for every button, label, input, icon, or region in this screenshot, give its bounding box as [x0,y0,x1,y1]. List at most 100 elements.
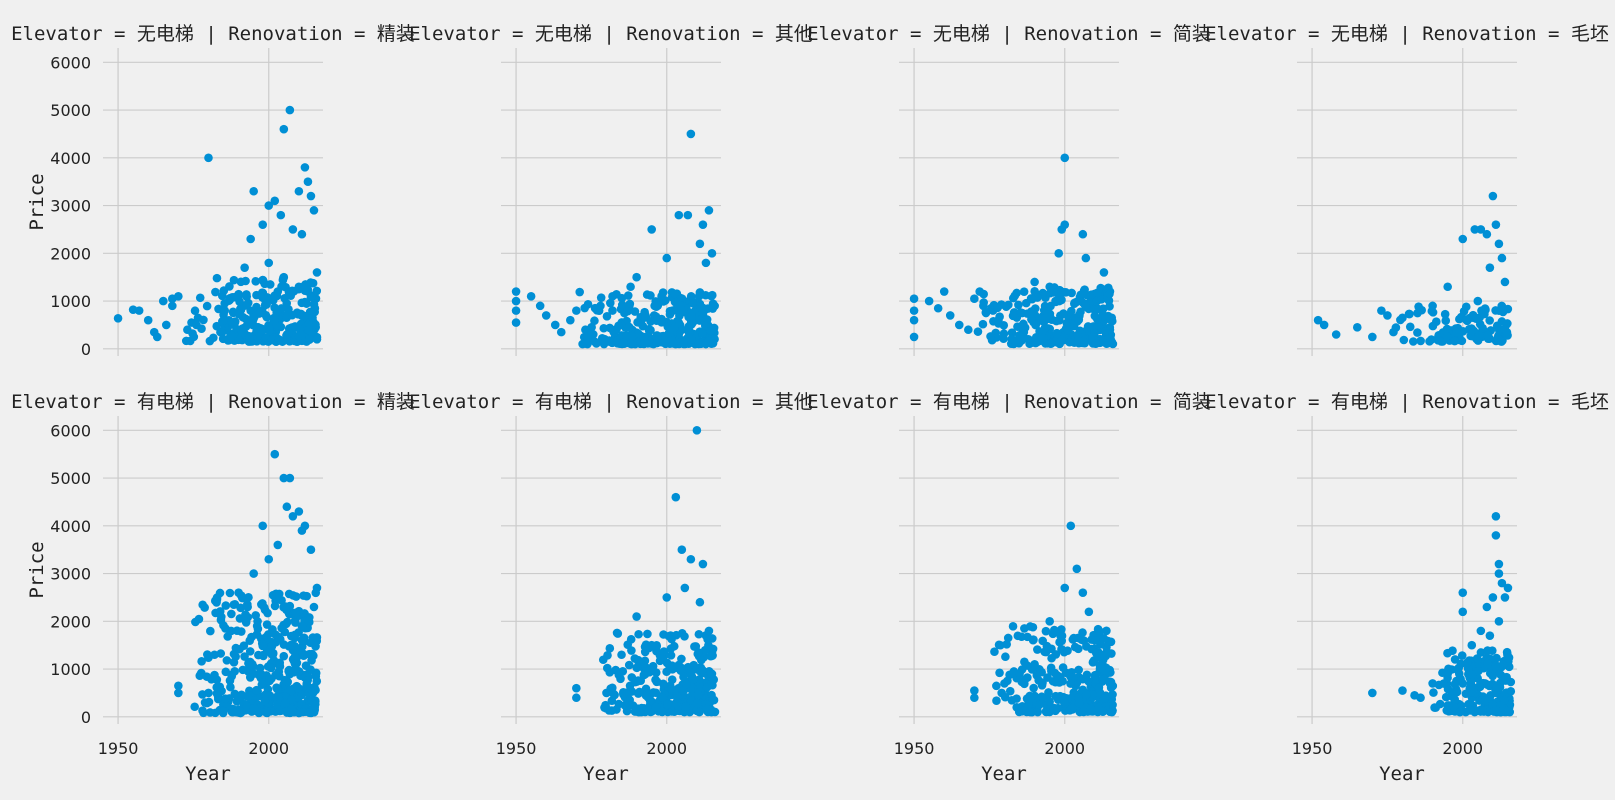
scatter-point [243,298,253,308]
scatter-point [1474,331,1483,341]
scatter-point [698,665,707,675]
scatter-point [212,598,221,607]
scatter-point [1494,559,1504,569]
scatter-point [235,644,244,654]
scatter-point [283,677,292,687]
scatter-point [299,591,308,600]
scatter-point [161,320,171,330]
scatter-point [1497,337,1506,346]
scatter-point [1398,313,1407,323]
scatter-point [1051,297,1061,307]
scatter-point [1034,676,1043,685]
scatter-point [218,706,228,716]
facet-title: Elevator = 有电梯 | Renovation = 精装 [11,391,415,413]
scatter-point [1488,593,1498,602]
scatter-point [1491,661,1501,671]
scatter-point [1399,335,1409,345]
scatter-point [222,656,232,665]
scatter-point [707,291,716,301]
scatter-point [1098,304,1108,313]
scatter-point [1450,336,1459,346]
scatter-point [599,339,609,349]
scatter-point [1107,707,1117,717]
scatter-point [1020,679,1029,689]
scatter-point [1108,700,1117,710]
scatter-point [526,292,536,301]
scatter-point [225,588,235,598]
scatter-point [212,675,222,684]
scatter-point [667,675,677,684]
scatter-point [627,331,637,341]
scatter-point [632,272,641,282]
scatter-point [700,321,710,331]
scatter-point [704,206,714,215]
scatter-point [581,325,590,335]
scatter-point [648,661,658,671]
scatter-point [992,696,1001,706]
scatter-point [1039,306,1049,315]
scatter-point [168,301,177,311]
scatter-point [670,289,679,299]
scatter-point [1078,588,1088,597]
scatter-point [1497,253,1507,263]
scatter-point [297,690,306,700]
scatter-point [1095,661,1105,670]
scatter-point [264,201,274,210]
scatter-point [279,473,289,483]
x-tick-label: 2000 [1442,739,1483,758]
x-axis-label: Year [1379,763,1425,785]
scatter-point [240,652,249,661]
scatter-point [255,663,265,673]
scatter-point [1007,328,1017,337]
scatter-point [1428,679,1437,688]
scatter-point [229,600,239,610]
scatter-point [174,688,183,698]
scatter-point [267,335,277,344]
scatter-point [590,337,600,347]
scatter-point [1478,323,1487,333]
x-tick-label: 1950 [98,739,139,758]
x-axis-label: Year [583,763,629,785]
scatter-point [262,632,271,642]
scatter-point [282,299,292,308]
scatter-point [158,296,168,306]
scatter-point [249,669,258,679]
scatter-point [257,680,267,689]
scatter-point [287,695,296,704]
scatter-point [291,618,300,627]
scatter-point [641,663,651,672]
scatter-point [608,292,617,301]
scatter-point [511,287,521,296]
scatter-point [662,253,672,263]
scatter-point [623,291,633,300]
scatter-point [706,651,716,661]
scatter-point [688,675,698,684]
scatter-point [242,702,252,711]
scatter-point [970,294,979,303]
scatter-point [1058,663,1068,672]
y-tick-label: 3000 [50,197,91,216]
scatter-point [306,665,315,674]
scatter-point [640,647,650,657]
facet-panel-3: Elevator = 无电梯 | Renovation = 简装 [807,23,1211,356]
scatter-point [238,665,248,675]
scatter-point [692,426,702,435]
scatter-point [550,320,560,330]
scatter-point [280,698,290,708]
scatter-point [1027,315,1036,324]
scatter-point [260,696,270,706]
scatter-point [1070,642,1080,652]
scatter-point [285,473,295,483]
scatter-point [1467,670,1477,680]
scatter-point [1074,665,1083,675]
scatter-point [294,507,304,516]
scatter-point [1005,686,1015,696]
scatter-point [249,186,258,196]
scatter-point [661,336,670,345]
scatter-point [511,306,521,315]
scatter-point [257,600,266,609]
scatter-point [272,700,282,709]
scatter-point [210,708,220,718]
scatter-point [240,263,249,272]
scatter-point [191,617,200,627]
